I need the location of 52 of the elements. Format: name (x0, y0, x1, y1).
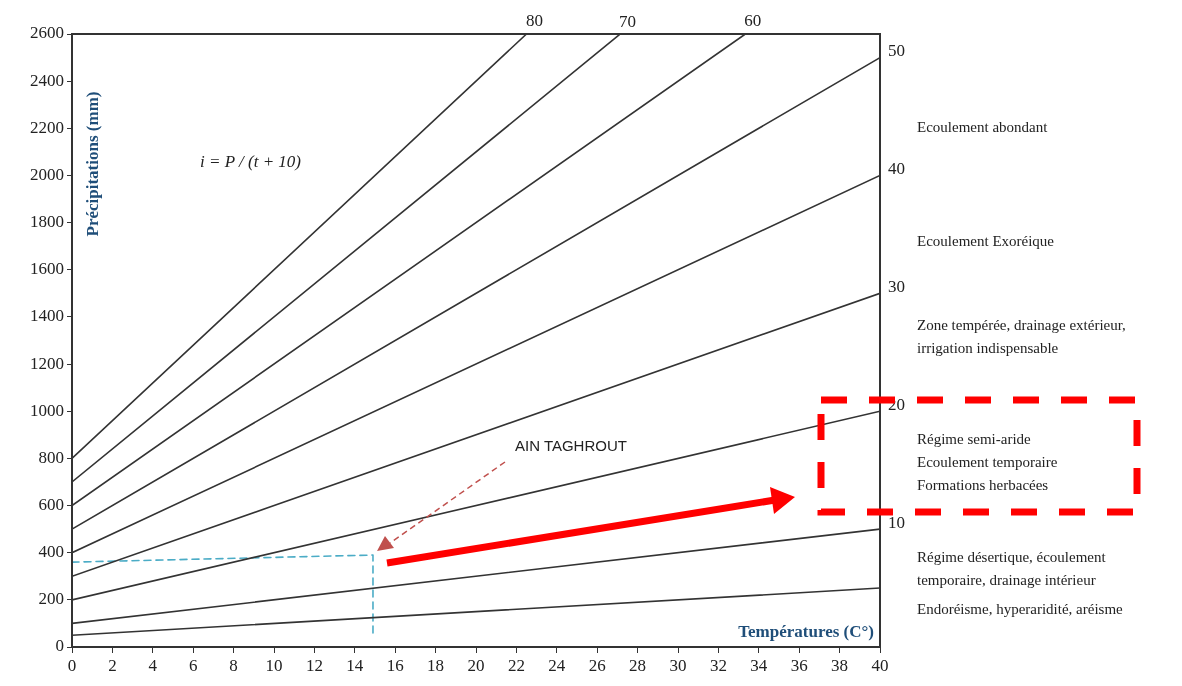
y-tick-label: 2400 (30, 70, 64, 90)
x-tick-label: 18 (427, 655, 445, 675)
x-tick-label: 4 (148, 655, 158, 675)
annotation: i = P / (t + 10) (200, 151, 302, 173)
x-tick-label: 36 (790, 655, 808, 675)
x-tick-label: 38 (831, 655, 849, 675)
x-tick-label: 40 (871, 655, 889, 675)
x-tick-label: 14 (346, 655, 364, 675)
y-tick-label: 0 (55, 636, 64, 656)
series-label: 30 (888, 276, 905, 296)
text: Ecoulement Exoréique (917, 232, 1056, 251)
x-tick-label: 10 (265, 655, 283, 675)
annotation: AIN TAGHROUT (515, 436, 627, 456)
x-tick-label: 8 (229, 655, 238, 675)
x-tick-label: 12 (305, 655, 323, 675)
text: Régime semi-aride Ecoulement temporaire Formations herbacées (917, 430, 1059, 495)
series-label: 70 (618, 11, 636, 31)
x-tick-label: 22 (507, 655, 525, 675)
text: Ecoulement abondant (917, 118, 1049, 137)
x-tick-label: 6 (188, 655, 198, 675)
y-tick-label: 1400 (30, 306, 64, 326)
x-tick-label: 26 (588, 655, 606, 675)
y-tick-label: 800 (38, 447, 64, 467)
y-axis-title: Précipitations (mm) (83, 91, 103, 237)
y-tick-label: 2000 (30, 164, 64, 184)
x-tick-label: 0 (67, 655, 77, 675)
y-tick-label: 1000 (30, 400, 64, 420)
y-tick-label: 1800 (30, 212, 64, 232)
y-tick-label: 200 (38, 589, 64, 609)
series-label: 40 (888, 158, 905, 178)
series-label: 50 (888, 41, 905, 61)
y-tick-label: 600 (38, 495, 64, 515)
y-tick-label: 400 (38, 542, 64, 562)
x-tick-label: 2 (108, 655, 117, 675)
x-tick-label: 32 (709, 655, 727, 675)
text: Endoréisme, hyperaridité, aréisme (917, 600, 1124, 619)
text: Régime désertique, écoulement temporaire, drainage intérieur (917, 548, 1107, 590)
series-label: 10 (888, 512, 905, 532)
x-tick-label: 34 (750, 655, 768, 675)
x-tick-label: 28 (629, 655, 647, 675)
y-tick-label: 1200 (30, 353, 64, 373)
series-label: 80 (526, 10, 543, 30)
y-tick-label: 1600 (30, 259, 64, 279)
x-tick-label: 16 (386, 655, 404, 675)
x-tick-label: 30 (669, 655, 687, 675)
x-axis-title: Températures (C°) (738, 621, 874, 641)
y-tick-label: 2200 (30, 117, 64, 137)
x-tick-label: 20 (467, 655, 485, 675)
x-tick-label: 24 (548, 655, 566, 675)
series-label: 60 (744, 11, 762, 31)
y-tick-label: 2600 (30, 23, 64, 43)
text: Zone tempérée, drainage extérieur, irrigation indispensable (917, 316, 1127, 358)
